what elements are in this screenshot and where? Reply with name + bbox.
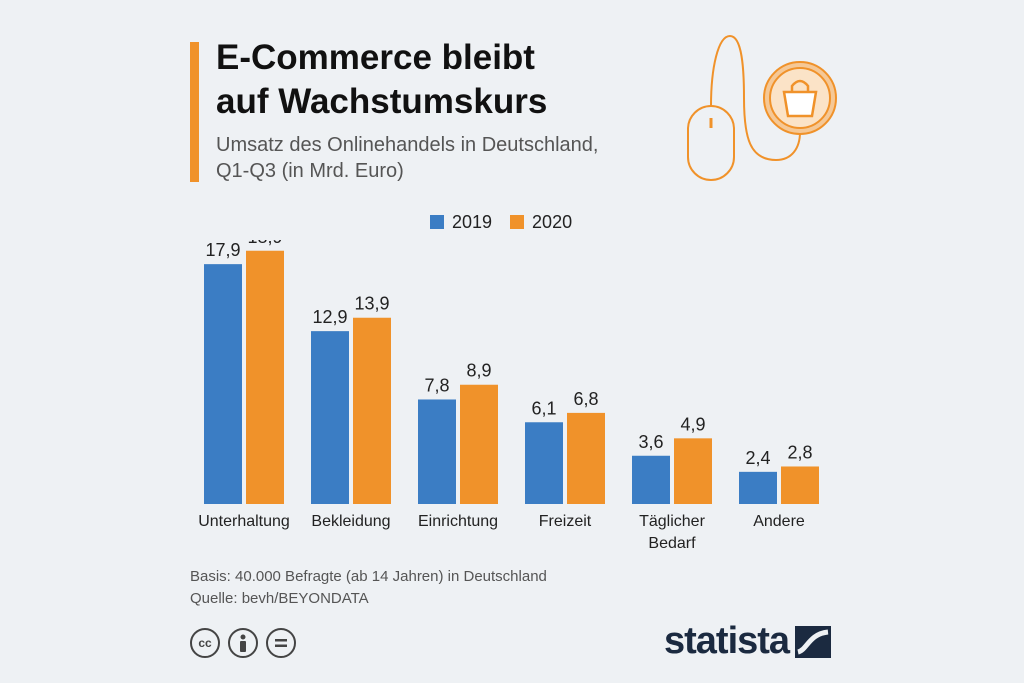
category-label-2: Einrichtung — [418, 513, 498, 530]
bar-chart: 17,9 18,9 Unterhaltung 12,9 13,9 Bekleidung 7,… — [198, 240, 819, 552]
ecommerce-illustration — [687, 34, 837, 181]
shopping-bag-icon — [763, 61, 837, 135]
footnote: Basis: 40.000 Befragte (ab 14 Jahren) in… — [190, 566, 547, 610]
no-derivatives-icon — [266, 628, 296, 658]
data-label-2020-2: 8,9 — [466, 361, 491, 381]
title-line-2: auf Wachstumskurs — [216, 82, 548, 121]
category-label-4-line-1: Bedarf — [648, 535, 696, 552]
data-label-2020-0: 18,9 — [247, 240, 282, 247]
data-label-2019-1: 12,9 — [312, 307, 347, 327]
bar-2019-4 — [632, 455, 670, 504]
legend-swatch-2019 — [430, 215, 444, 229]
statista-mark-icon — [795, 625, 832, 658]
chart-subtitle: Umsatz des Onlinehandels in Deutschland,… — [216, 132, 696, 184]
bar-2020-5 — [781, 466, 819, 504]
chart-title: E-Commerce bleibt auf Wachstumskurs — [216, 36, 656, 124]
data-label-2020-3: 6,8 — [573, 389, 598, 409]
bar-2020-1 — [353, 317, 391, 504]
legend-item-2019: 2019 — [430, 212, 492, 233]
bar-2020-0 — [246, 250, 284, 504]
cc-text: cc — [198, 636, 212, 650]
data-label-2020-4: 4,9 — [680, 414, 705, 434]
bar-2019-0 — [204, 264, 242, 504]
data-label-2019-2: 7,8 — [424, 375, 449, 395]
legend-label-2020: 2020 — [532, 211, 573, 232]
category-label-0: Unterhaltung — [198, 513, 290, 530]
bar-2020-2 — [460, 384, 498, 504]
statista-logo: statista — [664, 620, 832, 663]
category-label-4: Täglicher — [639, 513, 705, 530]
bar-2019-5 — [739, 471, 777, 504]
license-badges: cc — [190, 628, 296, 658]
bar-2019-1 — [311, 331, 349, 504]
title-line-1: E-Commerce bleibt — [216, 38, 535, 77]
footnote-source: Quelle: bevh/BEYONDATA — [190, 590, 369, 607]
legend-item-2020: 2020 — [510, 212, 572, 233]
chart-legend: 2019 2020 — [430, 208, 572, 236]
subtitle-line-1: Umsatz des Onlinehandels in Deutschland, — [216, 134, 599, 156]
attribution-icon — [228, 628, 258, 658]
legend-label-2019: 2019 — [452, 211, 493, 232]
category-label-3: Freizeit — [539, 513, 592, 530]
bar-2019-3 — [525, 422, 563, 504]
footnote-basis: Basis: 40.000 Befragte (ab 14 Jahren) in… — [190, 568, 547, 585]
data-label-2019-3: 6,1 — [531, 398, 556, 418]
category-label-5: Andere — [753, 513, 805, 530]
cc-icon: cc — [190, 628, 220, 658]
data-label-2020-1: 13,9 — [354, 294, 389, 314]
category-label-1: Bekleidung — [311, 513, 390, 530]
subtitle-line-2: Q1-Q3 (in Mrd. Euro) — [216, 160, 404, 182]
bar-2020-4 — [674, 438, 712, 504]
data-label-2020-5: 2,8 — [787, 442, 812, 462]
bar-2019-2 — [418, 399, 456, 504]
data-label-2019-4: 3,6 — [638, 432, 663, 452]
legend-swatch-2020 — [510, 215, 525, 229]
data-label-2019-5: 2,4 — [745, 448, 770, 468]
title-accent-bar — [190, 42, 199, 182]
computer-mouse-icon — [687, 34, 801, 181]
bar-2020-3 — [567, 412, 605, 504]
data-label-2019-0: 17,9 — [205, 240, 240, 260]
brand-name: statista — [664, 620, 790, 662]
